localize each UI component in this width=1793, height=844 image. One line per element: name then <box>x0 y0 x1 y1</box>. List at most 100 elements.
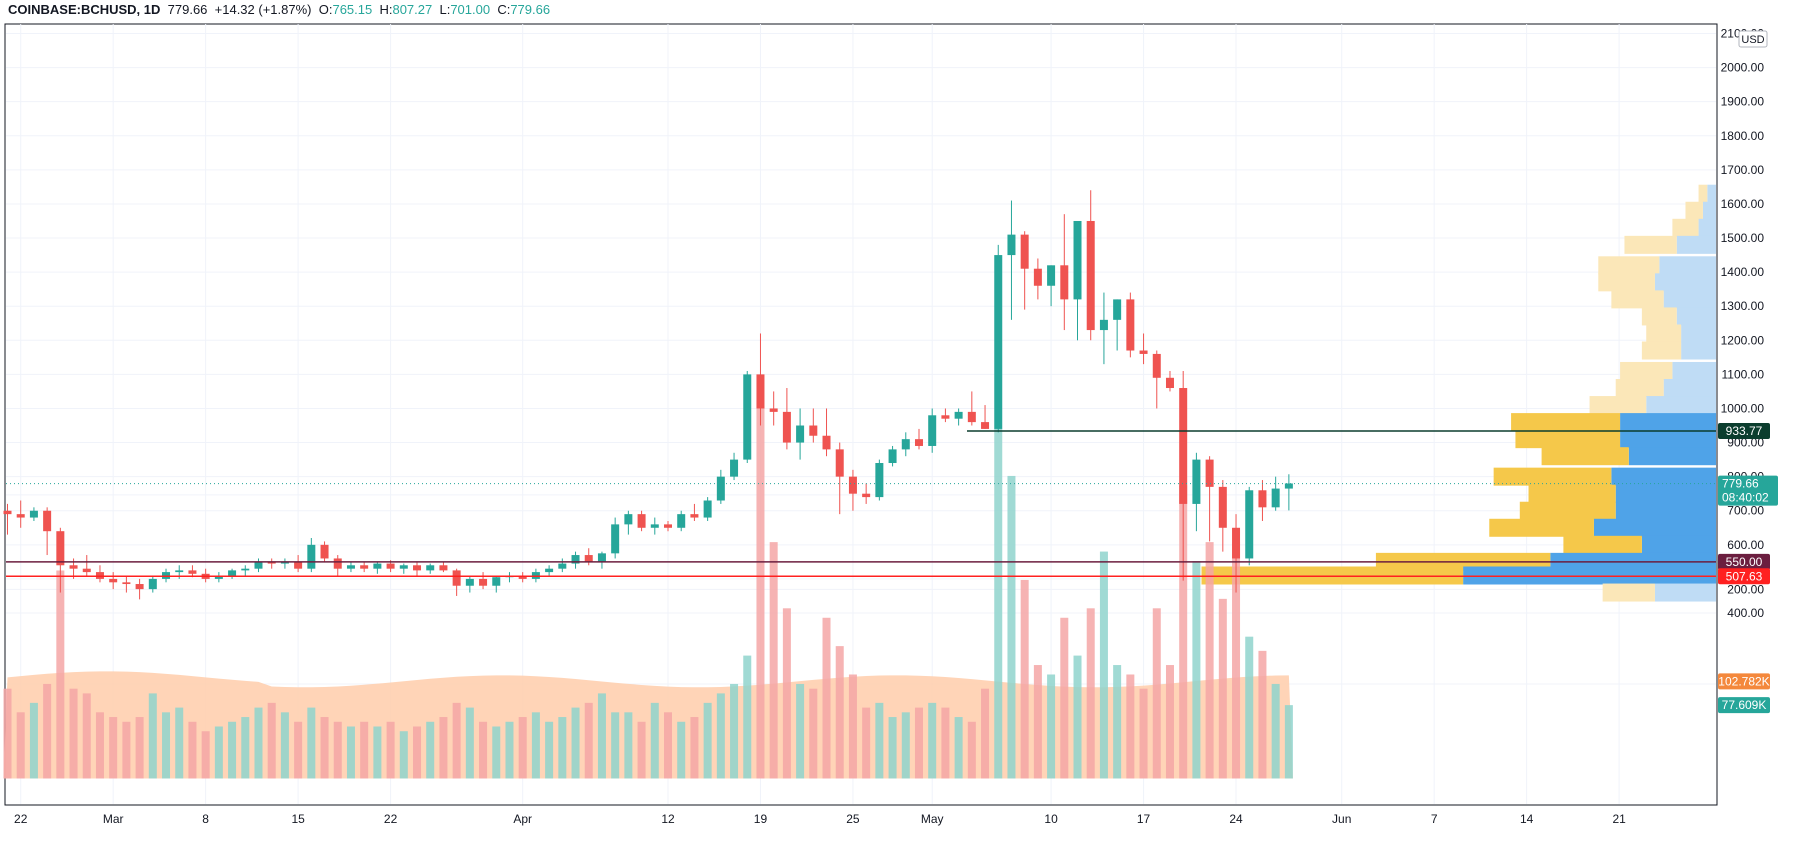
volume-profile-up-bar <box>1641 341 1682 360</box>
price-levels <box>6 430 1716 578</box>
volume-bar <box>373 726 382 779</box>
candle-body <box>413 565 422 571</box>
volume-ma-fill <box>3 671 1293 779</box>
candle <box>214 572 223 583</box>
volume-last-badge: 77.609K <box>1722 698 1767 712</box>
volume-bar <box>452 702 461 779</box>
current-price-badge-box <box>1718 475 1778 506</box>
candle <box>201 568 210 583</box>
volume-ma-badge: 102.782K <box>1718 674 1769 688</box>
price-tick-label: 700.00 <box>1727 504 1764 518</box>
symbol-title[interactable]: COINBASE:BCHUSD, 1D <box>8 2 161 17</box>
candle <box>346 561 355 573</box>
volume-bar <box>1020 579 1029 779</box>
support-lower-badge-box <box>1718 568 1770 585</box>
volume-bar <box>914 707 923 779</box>
price-tick-label: 1100.00 <box>1722 367 1765 381</box>
candle-body <box>29 510 38 518</box>
price-tick-label: 2000.00 <box>1721 61 1765 75</box>
volume-profile-down-bar <box>1663 290 1716 309</box>
candle-body <box>981 422 990 429</box>
candle <box>862 483 871 504</box>
currency-badge[interactable]: USD <box>1738 30 1768 48</box>
volume-bar <box>82 693 91 779</box>
volume-bar <box>637 721 646 779</box>
volume-profile-down-bar <box>1654 273 1716 292</box>
volume-bar <box>69 688 78 779</box>
volume-bar <box>518 717 527 779</box>
volume-bar <box>967 721 976 779</box>
candle-body <box>1126 299 1135 351</box>
time-tick-label: 15 <box>291 812 305 826</box>
candle <box>1047 265 1056 307</box>
volume-bar <box>479 721 488 779</box>
candle-body <box>954 411 963 419</box>
candle <box>3 503 12 535</box>
candle <box>624 510 633 535</box>
time-tick-label: Apr <box>513 812 532 826</box>
volume-bar <box>901 712 910 779</box>
candle <box>1179 370 1188 581</box>
candle-body <box>373 563 382 569</box>
candle-body <box>3 510 12 515</box>
volume-bar <box>716 693 725 779</box>
candle <box>307 538 316 573</box>
volume-profile <box>1201 184 1716 602</box>
volume-profile-down-bar <box>1676 307 1716 326</box>
candle <box>426 563 435 574</box>
volume-bar <box>399 731 408 779</box>
candle <box>650 517 659 535</box>
candle-body <box>95 572 104 579</box>
candle-body <box>994 255 1003 429</box>
volume-bar <box>1099 551 1108 779</box>
candle <box>518 572 527 583</box>
volume-bar <box>3 688 12 779</box>
volume-profile-up-bar <box>1624 235 1677 254</box>
candle <box>1271 476 1280 511</box>
candle-body <box>360 565 369 569</box>
volume-profile-down-bar <box>1646 396 1716 415</box>
volume-profile-up-bar <box>1698 184 1708 203</box>
volume-last-badge-box <box>1718 697 1770 714</box>
candle-body <box>82 568 91 573</box>
candle-body <box>228 570 237 576</box>
volume-bar <box>1165 665 1174 779</box>
candle <box>360 561 369 573</box>
low-value: 701.00 <box>450 2 491 17</box>
volume-bar <box>1205 542 1214 779</box>
currency-label: USD <box>1741 34 1764 46</box>
candle <box>254 558 263 573</box>
volume-bar <box>769 542 778 779</box>
volume-profile-up-bar <box>1620 361 1673 380</box>
candle-body <box>703 500 712 518</box>
candle-body <box>1099 319 1108 331</box>
candle <box>148 575 157 593</box>
candle <box>597 551 606 569</box>
candle-body <box>333 558 342 569</box>
candle <box>769 391 778 426</box>
time-axis[interactable]: 22 Mar 8 15 22 Apr 12 19 25 May 10 17 24 Jun 7 14 21 <box>14 812 1626 826</box>
candle-body <box>214 575 223 579</box>
support-upper-badge: 550.00 <box>1726 555 1763 569</box>
candle <box>1152 350 1161 409</box>
volume-profile-down-bar <box>1620 430 1716 449</box>
volume-bar <box>16 712 25 779</box>
candle <box>1165 370 1174 392</box>
volume-bar <box>254 707 263 779</box>
candle-body <box>1232 527 1241 559</box>
volume-bar <box>571 707 580 779</box>
volume-bar <box>320 717 329 779</box>
volume-bar <box>135 717 144 779</box>
time-tick-label: 8 <box>202 812 209 826</box>
candle-body <box>346 565 355 569</box>
candle <box>637 510 646 532</box>
candle <box>584 548 593 566</box>
volume-bar <box>981 688 990 779</box>
candle-body <box>1152 353 1161 378</box>
volume-bar <box>664 712 672 779</box>
price-tick-label: 400.00 <box>1727 606 1764 620</box>
candle <box>399 563 408 574</box>
volume-profile-down-bar <box>1681 324 1716 343</box>
time-tick-label: 14 <box>1520 812 1534 826</box>
